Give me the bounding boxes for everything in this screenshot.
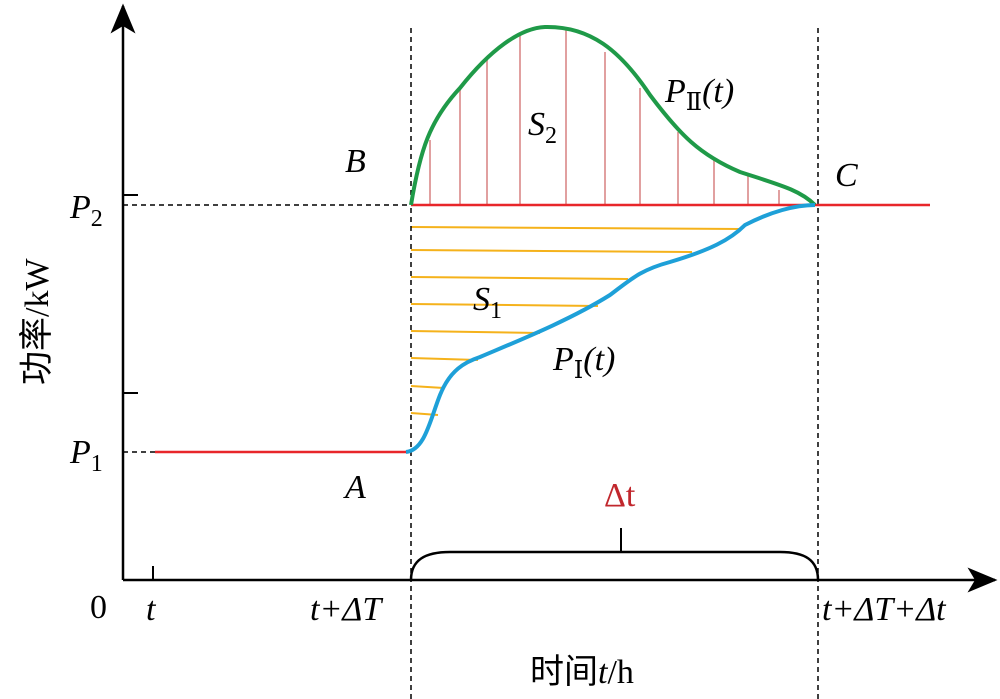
s2-hatching [429,30,780,205]
origin-label: 0 [90,589,107,626]
x-tick-label-t-dT: t+ΔT [310,591,383,628]
s1-hatch-line [410,276,629,280]
y-tick-label-p2: P2 [69,189,103,232]
interval-label: Δt [604,477,636,514]
s1-hatch-line [410,303,599,307]
y-axis-label: 功率/kW [18,258,56,385]
point-b-label: B [345,143,366,180]
x-tick-label-t: t [146,591,157,628]
point-a-label: A [343,469,366,506]
s1-hatch-line [410,249,693,253]
interval-brace [409,550,820,581]
curve-p1-label: PⅠ(t) [552,341,615,384]
x-axis-label: 时间t/h [530,654,634,691]
area-s2-label: S2 [528,106,557,149]
s1-hatch-line [410,330,541,334]
s1-hatching [410,226,743,416]
curve-p2-label: PⅡ(t) [664,73,734,116]
p1-curve [405,203,816,454]
area-s1-label: S1 [473,281,502,324]
p2-curve [409,24,817,207]
point-c-label: C [835,157,858,194]
s1-hatch-line [410,357,479,361]
s1-hatch-line [410,226,743,230]
y-tick-label-p1: P1 [69,434,103,477]
s1-hatch-line [410,385,445,389]
x-tick-label-t-dT-dt: t+ΔT+Δt [822,591,947,628]
